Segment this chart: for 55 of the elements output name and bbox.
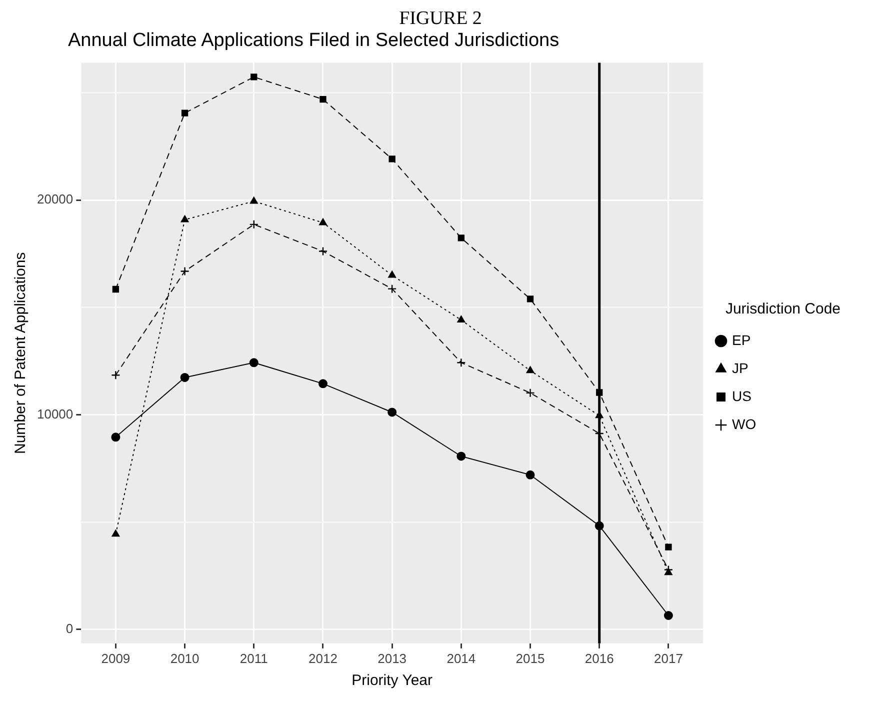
point — [664, 610, 673, 620]
point — [526, 470, 535, 480]
y-axis-title: Number of Patent Applications — [12, 252, 30, 454]
x-tick-label: 2014 — [446, 650, 476, 666]
legend-title: Jurisdiction Code — [725, 300, 841, 318]
x-tick-label: 2011 — [240, 650, 268, 666]
point — [594, 521, 604, 530]
point — [526, 388, 535, 398]
point — [387, 284, 397, 294]
chart-subtitle: Annual Climate Applications Filed in Selected Jurisdictions — [68, 30, 560, 52]
y-tick-label: 10000 — [36, 406, 74, 422]
point — [249, 358, 258, 368]
point — [111, 370, 120, 380]
point — [180, 215, 189, 222]
point — [319, 218, 327, 226]
legend-label: EP — [732, 332, 751, 348]
point — [250, 196, 258, 204]
x-axis-title: Priority Year — [352, 672, 433, 690]
point — [595, 411, 604, 418]
point — [318, 379, 328, 388]
point — [526, 296, 534, 302]
point — [180, 372, 190, 382]
point — [112, 286, 120, 293]
x-tick-label: 2017 — [654, 650, 683, 666]
x-tick-label: 2012 — [308, 650, 338, 666]
point — [456, 358, 466, 368]
point — [526, 366, 534, 374]
point — [111, 432, 120, 442]
x-tick-label: 2010 — [170, 650, 200, 666]
point — [112, 530, 120, 537]
y-tick-label: 20000 — [36, 192, 74, 207]
point — [456, 452, 466, 461]
legend-label: US — [732, 388, 752, 404]
point — [457, 315, 466, 322]
x-tick-label: 2015 — [516, 650, 545, 666]
legend-label: JP — [732, 360, 748, 376]
legend-label: WO — [732, 416, 756, 432]
point — [180, 266, 190, 276]
point — [249, 220, 258, 230]
point — [318, 246, 328, 256]
point — [388, 408, 397, 417]
point — [664, 568, 672, 576]
point — [388, 156, 396, 162]
point — [181, 110, 188, 116]
point — [250, 74, 258, 80]
point — [388, 270, 396, 278]
x-tick-label: 2016 — [584, 650, 614, 666]
point — [458, 234, 464, 242]
point — [320, 96, 326, 103]
chart-title: FIGURE 2 — [398, 8, 483, 30]
x-tick-label: 2009 — [101, 650, 130, 666]
x-tick-label: 2013 — [378, 650, 407, 666]
point — [665, 544, 672, 550]
y-tick-label: 0 — [66, 621, 74, 636]
point — [596, 389, 603, 396]
